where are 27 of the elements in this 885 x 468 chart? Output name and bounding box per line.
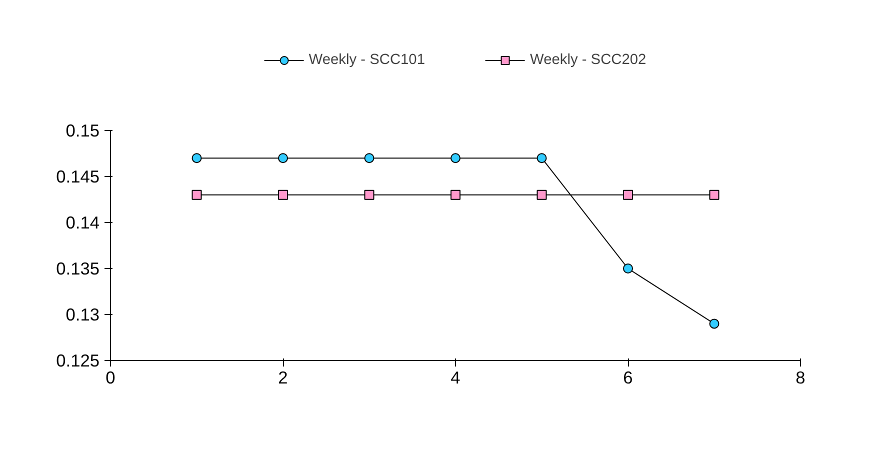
- point: [536, 190, 547, 200]
- legend-label: Weekly - SCC202: [530, 52, 646, 68]
- x-tick-label: 8: [796, 368, 806, 388]
- point: [709, 190, 720, 200]
- legend-label: Weekly - SCC101: [308, 52, 425, 68]
- point: [192, 190, 202, 200]
- y-tick-label: 0.135: [56, 258, 100, 278]
- y-tick-label: 0.145: [56, 166, 100, 186]
- x-tick-label: 6: [623, 368, 633, 388]
- point: [192, 153, 202, 164]
- x-tick-label: 2: [278, 368, 288, 388]
- point: [278, 153, 288, 164]
- y-tick-label: 0.13: [66, 304, 100, 324]
- point: [623, 264, 633, 274]
- x-tick-label: 4: [450, 368, 461, 388]
- point: [709, 318, 720, 329]
- y-tick-label: 0.15: [66, 120, 100, 140]
- y-tick-label: 0.125: [56, 350, 100, 370]
- point: [364, 153, 374, 164]
- point: [450, 153, 460, 164]
- point: [450, 190, 460, 200]
- point: [364, 190, 374, 200]
- point: [536, 153, 547, 164]
- point: [623, 190, 633, 200]
- x-tick-label: 0: [106, 368, 116, 388]
- y-tick-label: 0.14: [66, 212, 100, 232]
- point: [278, 190, 288, 200]
